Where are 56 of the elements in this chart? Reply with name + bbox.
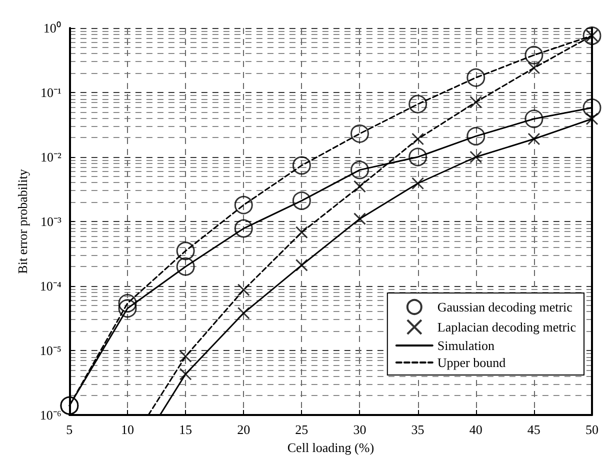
point xyxy=(295,258,308,272)
x-tick-label: 45 xyxy=(527,422,540,437)
x-tick-label: 25 xyxy=(295,422,308,437)
point xyxy=(179,350,192,363)
point xyxy=(118,294,137,313)
x-tick-label: 40 xyxy=(469,422,482,437)
point xyxy=(176,257,195,276)
point xyxy=(470,150,482,164)
point xyxy=(234,196,253,214)
point xyxy=(582,98,602,118)
point xyxy=(412,132,424,146)
x-tick-label: 20 xyxy=(237,422,250,437)
point xyxy=(237,284,250,296)
y-tick-label: 10⁻⁴ xyxy=(40,278,62,294)
point xyxy=(292,156,311,175)
x-tick-label: 30 xyxy=(353,422,366,437)
point xyxy=(118,299,137,318)
point xyxy=(179,368,192,380)
point xyxy=(412,177,424,190)
y-axis-title: Bit error probability xyxy=(15,168,30,274)
point xyxy=(528,132,540,146)
y-tick-label: 10⁰ xyxy=(43,20,62,36)
point xyxy=(292,191,311,210)
point xyxy=(237,306,250,320)
point xyxy=(466,126,486,146)
point xyxy=(524,46,544,64)
point xyxy=(176,242,195,260)
point xyxy=(586,112,598,126)
y-tick-label: 10⁻¹ xyxy=(40,85,62,100)
point xyxy=(408,94,428,114)
point xyxy=(350,124,369,143)
x-tick-label: 10 xyxy=(120,422,134,437)
point xyxy=(524,110,544,128)
y-tick-label: 10⁻² xyxy=(40,150,62,164)
x-tick-label: 15 xyxy=(179,422,192,437)
y-tick-label: 10⁻⁶ xyxy=(40,408,62,422)
x-tick-label: 5 xyxy=(66,422,73,437)
point xyxy=(408,148,428,166)
y-tick-label: 10⁻³ xyxy=(40,214,62,229)
legend-label: Upper bound xyxy=(437,355,506,370)
legend-label: Simulation xyxy=(437,338,495,353)
point xyxy=(234,219,253,238)
legend-label: Laplacian decoding metric xyxy=(437,320,576,334)
y-tick-label: 10⁻⁵ xyxy=(40,343,62,358)
point xyxy=(354,212,366,226)
point xyxy=(295,226,308,239)
legend-label: Gaussian decoding metric xyxy=(437,300,573,314)
point xyxy=(582,26,602,45)
x-tick-label: 35 xyxy=(411,422,424,437)
point xyxy=(350,160,369,180)
point xyxy=(466,68,486,87)
x-tick-label: 50 xyxy=(586,422,598,437)
point xyxy=(354,180,366,193)
point xyxy=(528,62,540,74)
x-axis-title: Cell loading (%) xyxy=(287,440,374,455)
point xyxy=(470,96,482,108)
